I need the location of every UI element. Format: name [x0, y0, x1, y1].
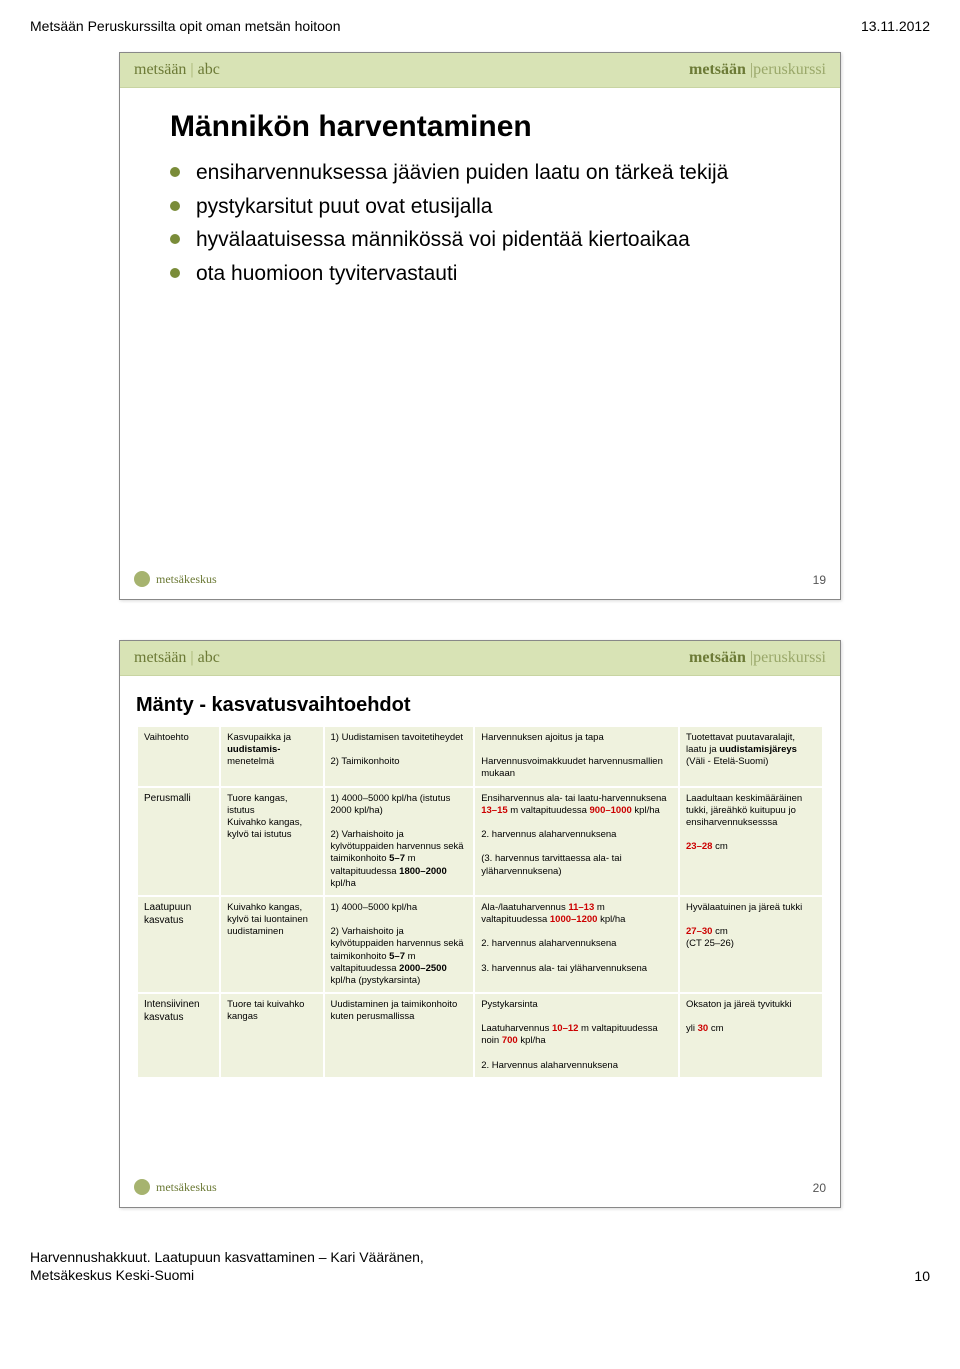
circle-logo-icon: [134, 571, 150, 587]
bullet-item: pystykarsitut puut ovat etusijalla: [170, 194, 790, 220]
bullet-item: ota huomioon tyvitervastauti: [170, 261, 790, 287]
slide1-bullets: ensiharvennuksessa jäävien puiden laatu …: [170, 160, 790, 286]
table-cell: Tuore kangas, istutusKuivahko kangas, ky…: [221, 788, 322, 895]
row-label: Intensiivinen kasvatus: [138, 994, 219, 1077]
slide2-title: Mänty - kasvatusvaihtoehdot: [136, 694, 824, 717]
brand-right-b: peruskurssi: [753, 61, 826, 78]
brand-left-a: metsään: [134, 61, 186, 78]
slide-brand-bar: metsään | abc metsään |peruskurssi: [120, 53, 840, 88]
table-cell: PystykarsintaLaatuharvennus 10–12 m valt…: [475, 994, 678, 1077]
brand-sep: |: [190, 61, 193, 78]
footer-line2: Metsäkeskus Keski-Suomi: [30, 1266, 424, 1284]
page-header: Metsään Peruskurssilta opit oman metsän …: [30, 18, 930, 34]
slide-2: metsään | abc metsään |peruskurssi Mänty…: [119, 640, 841, 1208]
table-header: 1) Uudistamisen tavoitetiheydet2) Taimik…: [325, 727, 474, 786]
brand-right: metsään |peruskurssi: [689, 649, 826, 667]
page-footer: Harvennushakkuut. Laatupuun kasvattamine…: [30, 1248, 930, 1284]
brand-right: metsään |peruskurssi: [689, 61, 826, 79]
kasvatus-table: VaihtoehtoKasvupaikka ja uudistamis-mene…: [136, 725, 824, 1079]
slide2-page-num: 20: [813, 1181, 826, 1195]
row-label: Perusmalli: [138, 788, 219, 895]
row-label: Laatupuun kasvatus: [138, 897, 219, 992]
table-cell: Ala-/laatuharvennus 11–13 m valtapituude…: [475, 897, 678, 992]
slide-brand-bar: metsään | abc metsään |peruskurssi: [120, 641, 840, 676]
logo-text: metsäkeskus: [156, 1180, 217, 1195]
table-cell: Ensiharvennus ala- tai laatu-harvennukse…: [475, 788, 678, 895]
brand-sep: |: [190, 649, 193, 666]
slide1-page-num: 19: [813, 573, 826, 587]
brand-left: metsään | abc: [134, 61, 220, 79]
brand-right-a: metsään: [689, 61, 746, 78]
footer-page-num: 10: [914, 1268, 930, 1284]
slide-1: metsään | abc metsään |peruskurssi Männi…: [119, 52, 841, 600]
slide1-title: Männikön harventaminen: [170, 110, 790, 144]
brand-left-b: abc: [198, 649, 220, 666]
table-cell: 1) 4000–5000 kpl/ha2) Varhaishoito ja ky…: [325, 897, 474, 992]
logo-text: metsäkeskus: [156, 572, 217, 587]
brand-left-a: metsään: [134, 649, 186, 666]
brand-left: metsään | abc: [134, 649, 220, 667]
footer-line1: Harvennushakkuut. Laatupuun kasvattamine…: [30, 1248, 424, 1266]
header-left: Metsään Peruskurssilta opit oman metsän …: [30, 18, 341, 34]
bullet-item: hyvälaatuisessa männikössä voi pidentää …: [170, 227, 790, 253]
table-header: Harvennuksen ajoitus ja tapaHarvennusvoi…: [475, 727, 678, 786]
table-cell: Tuore tai kuivahko kangas: [221, 994, 322, 1077]
table-cell: 1) 4000–5000 kpl/ha (istutus 2000 kpl/ha…: [325, 788, 474, 895]
table-row: Laatupuun kasvatusKuivahko kangas, kylvö…: [138, 897, 822, 992]
brand-left-b: abc: [198, 61, 220, 78]
table-cell: Oksaton ja järeä tyvitukkiyli 30 cm: [680, 994, 822, 1077]
table-header: Kasvupaikka ja uudistamis-menetelmä: [221, 727, 322, 786]
table-header: Vaihtoehto: [138, 727, 219, 786]
footer-logo: metsäkeskus: [134, 571, 217, 587]
table-cell: Laadultaan keskimääräinen tukki, järeähk…: [680, 788, 822, 895]
circle-logo-icon: [134, 1179, 150, 1195]
table-header: Tuotettavat puutavaralajit, laatu ja uud…: [680, 727, 822, 786]
footer-left: Harvennushakkuut. Laatupuun kasvattamine…: [30, 1248, 424, 1284]
header-right: 13.11.2012: [861, 18, 930, 34]
bullet-item: ensiharvennuksessa jäävien puiden laatu …: [170, 160, 790, 186]
table-cell: Kuivahko kangas, kylvö tai luontainen uu…: [221, 897, 322, 992]
brand-right-b: peruskurssi: [753, 649, 826, 666]
table-row: PerusmalliTuore kangas, istutusKuivahko …: [138, 788, 822, 895]
table-cell: Uudistaminen ja taimikonhoito kuten peru…: [325, 994, 474, 1077]
table-row: Intensiivinen kasvatusTuore tai kuivahko…: [138, 994, 822, 1077]
footer-logo: metsäkeskus: [134, 1179, 217, 1195]
table-cell: Hyvälaatuinen ja järeä tukki27–30 cm(CT …: [680, 897, 822, 992]
brand-right-a: metsään: [689, 649, 746, 666]
